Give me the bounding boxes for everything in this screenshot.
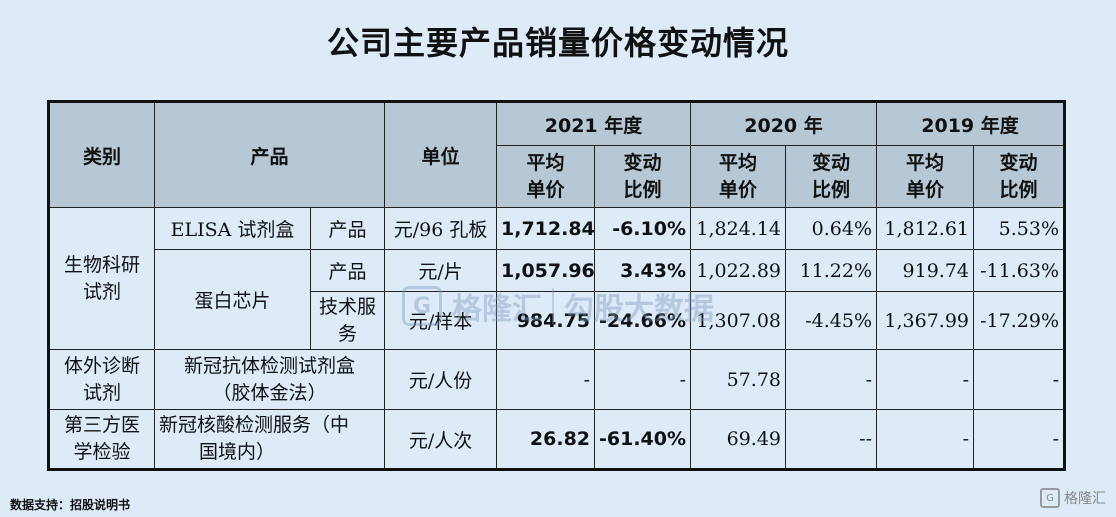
subtype-cell: 产品 [309,207,386,250]
change-2019-cell: 5.53% [973,207,1066,250]
price-2021-cell: 26.82 [496,409,596,470]
change-2021-cell: 3.43% [594,249,692,292]
header-change-2020: 变动 比例 [785,145,878,208]
price-2020-cell: 69.49 [690,409,787,470]
change-2019-cell: -11.63% [973,249,1066,292]
price-2020-cell: 1,307.08 [690,291,787,350]
header-unit: 单位 [384,101,498,208]
subtype-cell: 技术服务 [309,291,386,350]
header-change-2019: 变动 比例 [973,145,1066,208]
price-2019-cell: 919.74 [876,249,975,292]
change-2021-cell: -24.66% [594,291,692,350]
unit-cell: 元/人次 [384,409,498,470]
unit-cell: 元/片 [384,249,498,292]
header-avg-price-2019: 平均 单价 [876,145,975,208]
header-row-2: 平均 单价 变动 比例 平均 单价 变动 比例 平均 单价 变动 比例 [48,145,1066,208]
corner-logo: G 格隆汇 [1040,488,1106,508]
price-2019-cell: 1,367.99 [876,291,975,350]
price-2021-cell: 1,057.96 [496,249,596,292]
change-2021-cell: -61.40% [594,409,692,470]
header-change-2021: 变动 比例 [594,145,692,208]
header-avg-price-2020: 平均 单价 [690,145,787,208]
unit-cell: 元/样本 [384,291,498,350]
category-cell: 生物科研 试剂 [48,207,155,350]
price-2021-cell: - [496,349,596,410]
price-2020-cell: 57.78 [690,349,787,410]
category-cell: 第三方医 学检验 [48,409,155,470]
change-2019-cell: - [973,409,1066,470]
table-row: 技术服务 元/样本 984.75 -24.66% 1,307.08 -4.45%… [49,291,1066,350]
change-2021-cell: - [594,349,692,410]
price-2021-cell: 984.75 [496,291,596,350]
header-2021: 2021 年度 [496,101,692,146]
change-2020-cell: 11.22% [785,249,878,292]
change-2020-cell: -4.45% [785,291,878,350]
header-avg-price-2021: 平均 单价 [496,145,596,208]
subtype-cell: 产品 [309,249,386,292]
change-2020-cell: -- [785,409,878,470]
table-row: 第三方医 学检验 新冠核酸检测服务（中 国境内） 元/人次 26.82 -61.40… [48,409,1066,470]
price-2019-cell: - [876,409,975,470]
price-2019-cell: - [876,349,975,410]
corner-logo-icon: G [1040,488,1060,508]
header-row-1: 类别 产品 单位 2021 年度 2020 年 2019 年度 [48,101,1066,208]
price-2021-cell: 1,712.84 [496,207,596,250]
table-row: 蛋白芯片 产品 元/片 1,057.96 3.43% 1,022.89 11.2… [49,249,1066,350]
category-cell: 体外诊断 试剂 [48,349,155,410]
change-2020-cell: - [785,349,878,410]
source-note: 数据支持：招股说明书 [10,498,131,512]
product-cell: 新冠核酸检测服务（中 国境内） [153,409,386,470]
unit-cell: 元/人份 [384,349,498,410]
corner-logo-text: 格隆汇 [1064,491,1106,507]
change-2019-cell: - [973,349,1066,410]
page-title: 公司主要产品销量价格变动情况 [326,24,789,62]
price-table: 类别 产品 单位 2021 年度 2020 年 2019 年度 平均 单价 变动比… [47,100,1067,471]
change-2021-cell: -6.10% [594,207,692,250]
header-product: 产品 [153,101,386,208]
price-2019-cell: 1,812.61 [876,207,975,250]
table-row: 生物科研 试剂 ELISA 试剂盒 产品 元/96 孔板 1,712.84 -6.… [48,207,1066,350]
price-2020-cell: 1,022.89 [690,249,787,292]
product-cell: 新冠抗体检测试剂盒 （胶体金法） [153,349,386,410]
price-2020-cell: 1,824.14 [690,207,787,250]
change-2020-cell: 0.64% [785,207,878,250]
header-category: 类别 [48,101,155,208]
header-2019: 2019 年度 [876,101,1066,146]
unit-cell: 元/96 孔板 [384,207,498,250]
product-cell: ELISA 试剂盒 [154,207,311,250]
change-2019-cell: -17.29% [973,291,1066,350]
product-cell: 蛋白芯片 [154,249,311,350]
table-row: 体外诊断 试剂 新冠抗体检测试剂盒 （胶体金法） 元/人份 - - 57.78 - … [48,349,1066,410]
header-2020: 2020 年 [690,101,878,146]
